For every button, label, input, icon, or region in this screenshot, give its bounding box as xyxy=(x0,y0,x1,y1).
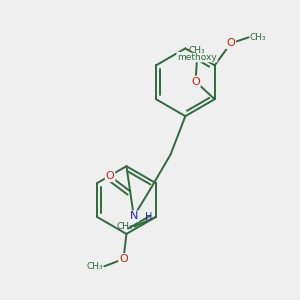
Text: CH₃: CH₃ xyxy=(250,33,267,42)
Text: O: O xyxy=(191,76,200,86)
Text: O: O xyxy=(106,171,115,181)
Text: H: H xyxy=(145,212,152,222)
Text: CH₃: CH₃ xyxy=(189,46,205,55)
Text: CH₃: CH₃ xyxy=(86,262,103,271)
Text: methoxy: methoxy xyxy=(177,52,217,62)
Text: CH₃: CH₃ xyxy=(116,222,133,231)
Text: O: O xyxy=(119,254,128,264)
Text: O: O xyxy=(226,38,235,48)
Text: N: N xyxy=(130,211,138,221)
